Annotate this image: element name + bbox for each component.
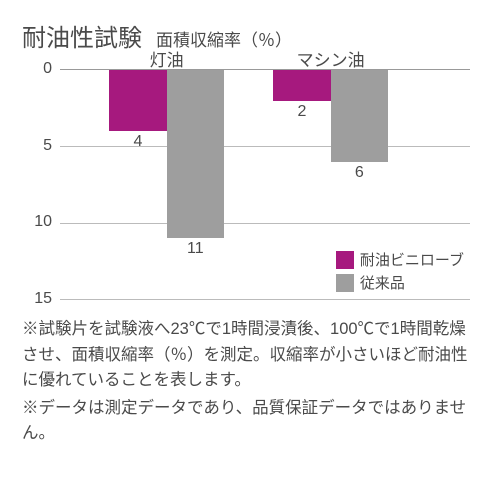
legend: 耐油ビニローブ従来品 — [336, 247, 464, 293]
legend-item: 耐油ビニローブ — [336, 249, 464, 270]
legend-label: 耐油ビニローブ — [360, 249, 464, 270]
plot-area: 耐油ビニローブ従来品 灯油マシン油41126 — [60, 69, 470, 299]
gridline — [60, 223, 470, 224]
bar-value-label: 11 — [187, 240, 204, 258]
bar — [167, 70, 224, 238]
legend-label: 従来品 — [360, 272, 405, 293]
bar-value-label: 6 — [355, 164, 364, 182]
gridline — [60, 299, 470, 300]
category-label: 灯油 — [150, 46, 184, 71]
chart-title: 耐油性試験 — [22, 18, 142, 53]
y-tick: 0 — [43, 60, 52, 78]
footnote-1: ※試験片を試験液へ23℃で1時間浸漬後、100℃で1時間乾燥させ、面積収縮率（％… — [22, 317, 478, 394]
bar — [331, 70, 388, 162]
footnotes: ※試験片を試験液へ23℃で1時間浸漬後、100℃で1時間乾燥させ、面積収縮率（％… — [22, 317, 478, 447]
title-row: 耐油性試験 面積収縮率（％） — [22, 18, 478, 53]
y-tick: 15 — [34, 290, 52, 308]
y-tick: 5 — [43, 137, 52, 155]
bar-value-label: 4 — [133, 133, 142, 151]
y-axis: 051015 — [30, 69, 58, 299]
footnote-2: ※データは測定データであり、品質保証データではありません。 — [22, 396, 478, 447]
bar — [273, 70, 330, 101]
legend-item: 従来品 — [336, 272, 464, 293]
bar-value-label: 2 — [297, 103, 306, 121]
y-tick: 10 — [34, 213, 52, 231]
oil-resistance-chart: 051015 耐油ビニローブ従来品 灯油マシン油41126 — [30, 69, 470, 299]
gridline — [60, 146, 470, 147]
bar — [109, 70, 166, 131]
legend-swatch — [336, 251, 354, 269]
legend-swatch — [336, 274, 354, 292]
category-label: マシン油 — [297, 46, 365, 71]
